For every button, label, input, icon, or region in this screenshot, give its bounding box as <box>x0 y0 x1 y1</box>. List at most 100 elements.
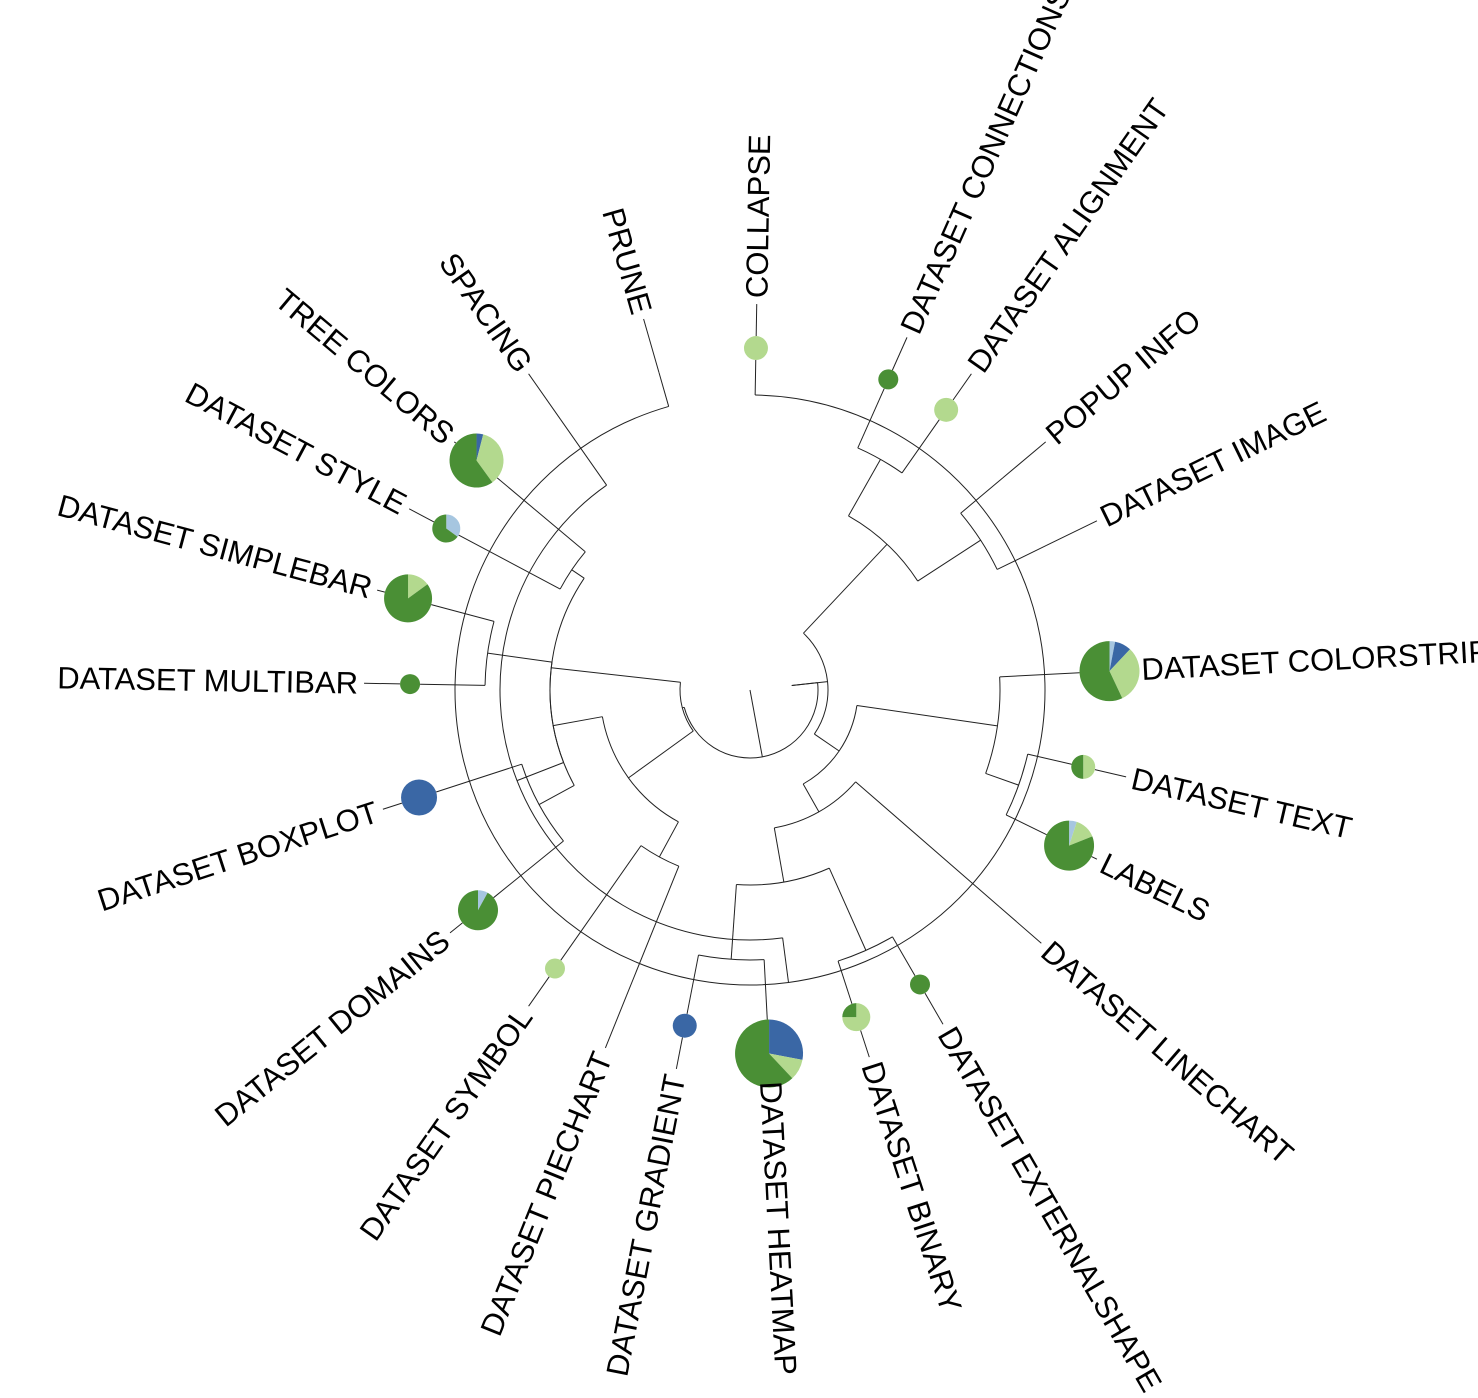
pie-slice-dark-blue <box>672 1013 697 1038</box>
pie-slice-light-green <box>408 574 428 599</box>
branch-arc <box>484 621 495 686</box>
label-dataset-colorstrip: DATASET COLORSTRIP <box>1141 634 1478 687</box>
pie-labels <box>1044 820 1095 871</box>
branch-arc <box>679 682 694 732</box>
branch-tree-colors <box>496 477 586 553</box>
pie-dataset-boxplot <box>401 779 438 816</box>
pie-dataset-text <box>1071 754 1096 779</box>
pie-dataset-gradient <box>672 1013 697 1038</box>
connector-dataset-piechart <box>604 995 627 1049</box>
branch-arc <box>774 781 857 829</box>
branch-dataset-symbol <box>560 845 642 961</box>
connector-dataset-text <box>1094 769 1127 778</box>
label-prune: PRUNE <box>595 204 659 318</box>
branch-dataset-connections <box>857 388 885 449</box>
label-dataset-heatmap: DATASET HEATMAP <box>753 1081 803 1376</box>
branch-dataset-domains <box>493 840 564 899</box>
branch-arc <box>848 515 919 582</box>
pie-slice-light-blue <box>1109 641 1116 672</box>
branch-arc <box>837 936 893 962</box>
branch-dataset-colorstrip <box>999 672 1080 678</box>
pie-dataset-colorstrip <box>1079 641 1140 702</box>
branch-arc <box>549 577 585 763</box>
pie-slice-dark-green <box>1071 754 1084 779</box>
branch-dataset-externalshape <box>892 936 916 977</box>
label-spacing: SPACING <box>432 246 539 378</box>
branch-stem <box>658 821 679 858</box>
branch-stem <box>862 543 888 571</box>
label-dataset-boxplot: DATASET BOXPLOT <box>93 794 382 918</box>
branch-dataset-piechart <box>625 865 680 997</box>
pie-dataset-simplebar <box>384 574 433 623</box>
branch-arc <box>985 676 1001 774</box>
pie-slice-dark-green <box>842 1003 857 1018</box>
branch-popup-info <box>960 477 1004 514</box>
connector-dataset-alignment <box>952 373 972 401</box>
pie-slice-dark-green <box>384 574 433 623</box>
label-dataset-gradient: DATASET GRADIENT <box>600 1071 693 1379</box>
tree-branches <box>364 304 1127 1070</box>
pie-slice-light-green <box>544 958 565 979</box>
branch-stem <box>730 884 737 960</box>
label-dataset-image: DATASET IMAGE <box>1095 394 1332 533</box>
connector-dataset-binary <box>860 1030 870 1058</box>
connector-dataset-symbol <box>528 976 550 1007</box>
pie-dataset-multibar <box>400 674 421 695</box>
branch-stem <box>985 772 1019 786</box>
branch-prune <box>658 372 670 407</box>
branch-stem <box>814 733 840 752</box>
pie-slice-dark-green <box>910 974 930 995</box>
pie-slice-light-blue <box>1069 820 1077 846</box>
connector-popup-info <box>1002 441 1047 479</box>
pie-slice-dark-green <box>1079 641 1123 702</box>
branch-stem <box>571 569 585 579</box>
pie-slice-dark-blue <box>1109 641 1131 672</box>
label-labels: LABELS <box>1095 846 1216 929</box>
branch-spacing <box>560 419 608 486</box>
pie-dataset-externalshape <box>910 974 930 995</box>
pie-slice-light-green <box>743 336 768 361</box>
branch-dataset-gradient <box>686 954 699 1015</box>
pie-tree-colors <box>449 433 504 488</box>
pie-slice-light-green <box>769 1053 803 1079</box>
label-dataset-linechart: DATASET LINECHART <box>1034 934 1300 1171</box>
branch-dataset-boxplot <box>435 763 522 793</box>
branch-arc <box>803 632 829 735</box>
label-collapse: COLLAPSE <box>739 134 777 298</box>
branch-stem <box>782 937 790 983</box>
pie-slice-dark-blue <box>401 779 438 816</box>
connector-dataset-multibar <box>364 682 401 685</box>
label-dataset-binary: DATASET BINARY <box>854 1057 968 1316</box>
branch-dataset-image <box>996 544 1047 570</box>
pie-slice-light-green <box>1109 649 1140 699</box>
branch-arc <box>698 954 765 961</box>
label-tree-colors: TREE COLORS <box>268 282 461 452</box>
branch-labels <box>1005 814 1047 836</box>
pie-collapse <box>743 336 768 361</box>
branch-dataset-style <box>458 534 561 590</box>
pie-dataset-connections <box>878 369 899 390</box>
branch-dataset-heatmap <box>763 959 768 1020</box>
pie-dataset-binary <box>842 1003 871 1032</box>
pie-slice-light-blue <box>477 890 488 911</box>
branch-stem <box>791 681 828 686</box>
branch-arc <box>802 705 858 785</box>
leaf-nodes <box>384 336 1140 1088</box>
branch-stem <box>516 762 564 782</box>
pie-slice-light-green <box>1083 754 1096 779</box>
branch-stem <box>682 706 685 709</box>
branch-stem <box>848 459 881 517</box>
label-dataset-piechart: DATASET PIECHART <box>474 1047 620 1341</box>
branch-arc <box>1005 753 1029 816</box>
branch-stem <box>803 569 864 634</box>
branch-arc <box>960 512 998 570</box>
pie-dataset-domains <box>457 890 498 931</box>
branch-stem <box>828 867 867 951</box>
pie-slice-dark-green <box>432 514 458 543</box>
branch-arc <box>601 716 679 823</box>
connector-dataset-linechart <box>998 906 1042 944</box>
branch-dataset-text <box>1027 753 1072 765</box>
branch-dataset-multibar <box>420 683 486 686</box>
connector-dataset-domains <box>449 922 463 934</box>
